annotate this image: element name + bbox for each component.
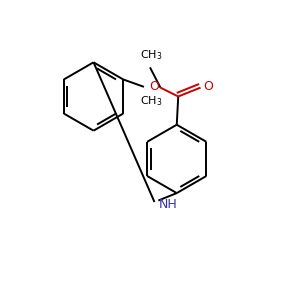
Text: O: O	[203, 80, 213, 93]
Text: CH$_3$: CH$_3$	[140, 94, 162, 108]
Text: O: O	[149, 80, 159, 93]
Text: CH$_3$: CH$_3$	[140, 48, 163, 62]
Text: NH: NH	[158, 199, 177, 212]
